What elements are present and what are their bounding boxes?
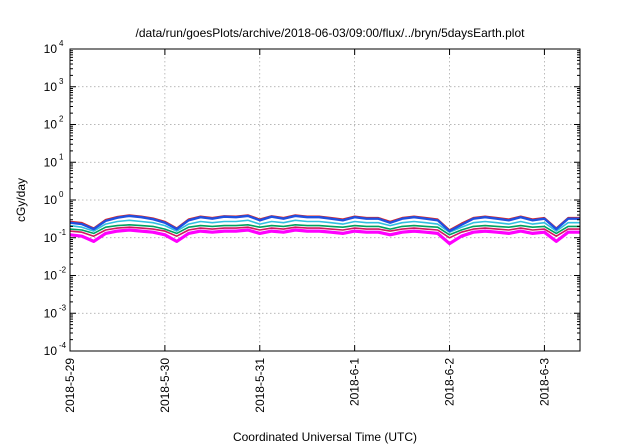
y-tick-exponent: -3: [59, 303, 67, 312]
series-line-2: [69, 226, 580, 239]
y-tick-label: 10: [44, 269, 58, 283]
y-tick-exponent: 1: [59, 152, 64, 161]
y-tick-exponent: 2: [59, 115, 64, 124]
y-tick-exponent: -2: [59, 266, 67, 275]
y-tick-exponent: 3: [59, 77, 64, 86]
axis-ticks: [69, 48, 580, 352]
chart-title: /data/run/goesPlots/archive/2018-06-03/0…: [136, 26, 526, 40]
series-line-1: [69, 228, 580, 246]
y-tick-label: 10: [44, 80, 58, 94]
grid-lines: [70, 49, 580, 351]
y-tick-label: 10: [44, 231, 58, 245]
x-tick-label: 2018-5-29: [63, 358, 77, 413]
y-tick-exponent: 4: [59, 39, 64, 48]
y-tick-exponent: -4: [59, 341, 67, 350]
x-tick-label: 2018-5-31: [253, 358, 267, 413]
y-tick-label: 10: [44, 306, 58, 320]
y-tick-label: 10: [44, 118, 58, 132]
y-tick-exponent: 0: [59, 190, 64, 199]
y-tick-label: 10: [44, 42, 58, 56]
x-axis-label: Coordinated Universal Time (UTC): [233, 430, 417, 444]
x-tick-labels: 2018-5-29 2018-5-30 2018-5-31 2018-6-1 2018-…: [63, 358, 551, 413]
x-tick-label: 2018-5-30: [158, 358, 172, 413]
x-tick-label: 2018-6-3: [537, 358, 551, 406]
y-axis-label: cGy/day: [14, 178, 28, 222]
series-line-4: [69, 219, 580, 233]
y-tick-label: 10: [44, 155, 58, 169]
series-lines: [69, 214, 580, 246]
y-tick-label: 10: [44, 344, 58, 358]
x-tick-label: 2018-6-1: [348, 358, 362, 406]
y-tick-label: 10: [44, 193, 58, 207]
x-tick-label: 2018-6-2: [443, 358, 457, 406]
series-line-6: [69, 214, 580, 233]
y-tick-exponent: -1: [59, 228, 67, 237]
series-line-3: [69, 224, 580, 236]
